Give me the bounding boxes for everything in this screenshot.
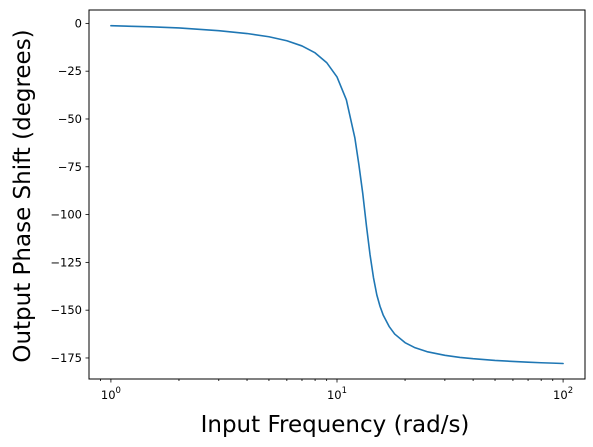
series-layer — [110, 24, 564, 365]
y-tick-label: −100 — [50, 208, 82, 222]
y-tick-label: −50 — [58, 112, 82, 126]
x-tick-label: 100 — [101, 386, 121, 402]
x-tick-label: 101 — [327, 386, 347, 402]
phase-series-line — [110, 24, 564, 365]
y-tick-label: −150 — [50, 303, 82, 317]
y-tick-label: −175 — [50, 351, 82, 365]
y-tick-label: −75 — [58, 160, 82, 174]
x-axis-label: Input Frequency (rad/s) — [201, 412, 470, 438]
y-tick-label: 0 — [75, 16, 82, 30]
plot-frame — [88, 9, 586, 380]
y-axis-label: Output Phase Shift (degrees) — [10, 29, 36, 362]
x-tick-label: 102 — [553, 386, 573, 402]
y-tick-label: −125 — [50, 255, 82, 269]
ticks-layer: 100 101 102 0 −25 −50 −75 −100 −125 −150 −175 — [50, 16, 573, 402]
y-tick-label: −25 — [58, 64, 82, 78]
